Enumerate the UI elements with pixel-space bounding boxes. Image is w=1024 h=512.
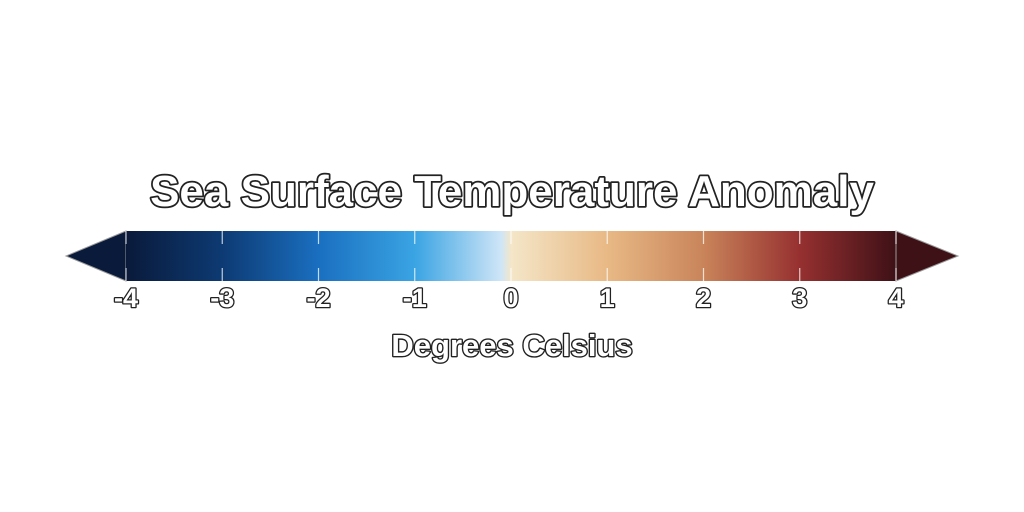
colorbar-ticks bbox=[125, 231, 897, 281]
legend-title: Sea Surface Temperature Anomaly bbox=[150, 167, 874, 216]
tick-label: -4 bbox=[114, 283, 138, 313]
tick-label: -1 bbox=[403, 283, 427, 313]
tick-label: 1 bbox=[600, 283, 615, 313]
tick-label: 4 bbox=[888, 283, 903, 313]
tick-label: -3 bbox=[210, 283, 234, 313]
under-extension-arrow bbox=[64, 230, 127, 282]
tick-label: 2 bbox=[696, 283, 711, 313]
over-extension-arrow bbox=[895, 230, 960, 282]
colorbar-tick-labels: -4 -3 -2 -1 0 1 2 3 4 bbox=[113, 282, 905, 315]
unit-label: Degrees Celsius bbox=[391, 328, 632, 363]
tick-label: 3 bbox=[792, 283, 807, 313]
tick-label: -2 bbox=[306, 283, 330, 313]
tick-label: 0 bbox=[503, 283, 518, 313]
